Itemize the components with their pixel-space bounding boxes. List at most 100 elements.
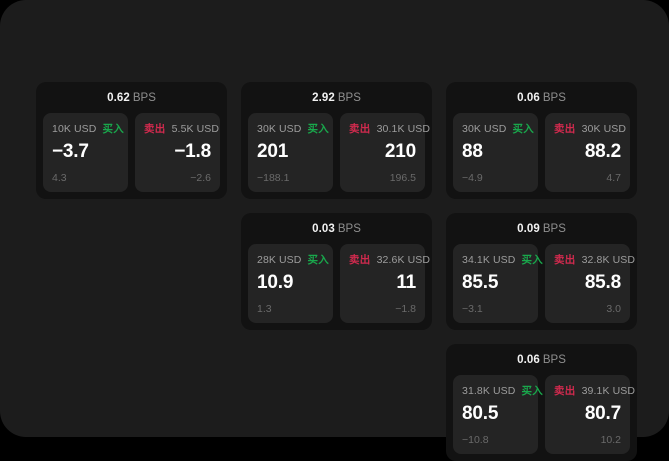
sell-size-label: 30.1K USD	[376, 122, 431, 135]
card-sides: 34.1K USD 买入 85.5 −3.1 卖出 32.8K USD 85.8 3.0	[453, 244, 635, 323]
spread-card[interactable]: 2.92 BPS 30K USD 买入 201 −188.1 卖出 30.1K USD 210 1…	[241, 82, 432, 199]
sell-size-label: 5.5K USD	[171, 122, 220, 135]
sell-side-top: 卖出 5.5K USD	[144, 121, 219, 136]
sell-side-top: 卖出 30.1K USD	[349, 121, 430, 136]
buy-size-label: 34.1K USD	[462, 253, 516, 266]
buy-size-label: 10K USD	[52, 122, 97, 135]
buy-side-panel[interactable]: 10K USD 买入 −3.7 4.3	[43, 113, 128, 192]
buy-side-top: 30K USD 买入	[462, 121, 534, 136]
sell-price: 11	[396, 272, 416, 293]
sell-size-label: 39.1K USD	[581, 384, 636, 397]
sell-price: 210	[384, 141, 416, 162]
card-header: 0.09 BPS	[453, 220, 630, 244]
buy-side-top: 28K USD 买入	[257, 252, 329, 267]
sell-price: 85.8	[584, 272, 621, 293]
buy-price: −3.7	[52, 141, 89, 162]
buy-delta: −4.9	[462, 172, 483, 184]
bps-unit-label: BPS	[337, 223, 361, 235]
bps-value: 0.09	[517, 223, 540, 235]
sell-side-top: 卖出 39.1K USD	[554, 383, 635, 398]
buy-price: 80.5	[462, 403, 499, 424]
buy-price: 10.9	[257, 272, 294, 293]
spread-card[interactable]: 0.09 BPS 34.1K USD 买入 85.5 −3.1 卖出 32.8K USD 85.…	[446, 213, 637, 330]
bps-unit-label: BPS	[132, 92, 156, 104]
buy-action-tag: 买入	[307, 254, 330, 266]
sell-size-label: 32.8K USD	[581, 253, 636, 266]
sell-delta: 4.7	[606, 172, 621, 184]
spread-card[interactable]: 0.62 BPS 10K USD 买入 −3.7 4.3 卖出 5.5K USD −1.8 −2.…	[36, 82, 227, 199]
sell-delta: −2.6	[190, 172, 211, 184]
buy-action-tag: 买入	[512, 123, 535, 135]
column-1: 0.62 BPS 10K USD 买入 −3.7 4.3 卖出 5.5K USD −1.8 −2.…	[36, 82, 227, 199]
buy-side-top: 10K USD 买入	[52, 121, 124, 136]
sell-side-panel[interactable]: 卖出 5.5K USD −1.8 −2.6	[135, 113, 220, 192]
bps-value: 0.62	[107, 92, 130, 104]
spread-card[interactable]: 0.06 BPS 30K USD 买入 88 −4.9 卖出 30K USD 88.2 4.7	[446, 82, 637, 199]
buy-side-panel[interactable]: 34.1K USD 买入 85.5 −3.1	[453, 244, 543, 323]
buy-side-panel[interactable]: 31.8K USD 买入 80.5 −10.8	[453, 375, 543, 454]
buy-action-tag: 买入	[102, 123, 125, 135]
buy-action-tag: 买入	[307, 123, 330, 135]
card-sides: 30K USD 买入 88 −4.9 卖出 30K USD 88.2 4.7	[453, 113, 630, 192]
buy-size-label: 30K USD	[462, 122, 507, 135]
card-sides: 10K USD 买入 −3.7 4.3 卖出 5.5K USD −1.8 −2.6	[43, 113, 220, 192]
card-header: 0.06 BPS	[453, 351, 630, 375]
buy-delta: 1.3	[257, 303, 272, 315]
buy-side-panel[interactable]: 28K USD 买入 10.9 1.3	[248, 244, 333, 323]
bps-value: 0.03	[312, 223, 335, 235]
sell-action-tag: 卖出	[554, 385, 576, 397]
spread-card[interactable]: 0.03 BPS 28K USD 买入 10.9 1.3 卖出 32.6K USD 11 −1.8	[241, 213, 432, 330]
buy-size-label: 30K USD	[257, 122, 302, 135]
bps-unit-label: BPS	[542, 354, 566, 366]
sell-delta: 196.5	[389, 172, 416, 184]
sell-side-panel[interactable]: 卖出 32.6K USD 11 −1.8	[340, 244, 430, 323]
bps-value: 0.06	[517, 354, 540, 366]
card-sides: 28K USD 买入 10.9 1.3 卖出 32.6K USD 11 −1.8	[248, 244, 430, 323]
buy-side-top: 34.1K USD 买入	[462, 252, 543, 267]
card-sides: 31.8K USD 买入 80.5 −10.8 卖出 39.1K USD 80.7 10.2	[453, 375, 635, 454]
column-3: 0.06 BPS 30K USD 买入 88 −4.9 卖出 30K USD 88.2 4.7 0.…	[446, 82, 637, 461]
sell-price: −1.8	[174, 141, 211, 162]
sell-delta: 3.0	[606, 303, 621, 315]
sell-side-panel[interactable]: 卖出 30K USD 88.2 4.7	[545, 113, 630, 192]
spread-card-board: 0.62 BPS 10K USD 买入 −3.7 4.3 卖出 5.5K USD −1.8 −2.…	[36, 82, 637, 461]
sell-price: 80.7	[584, 403, 621, 424]
sell-action-tag: 卖出	[554, 254, 576, 266]
sell-action-tag: 卖出	[349, 254, 371, 266]
buy-side-panel[interactable]: 30K USD 买入 201 −188.1	[248, 113, 333, 192]
bps-unit-label: BPS	[542, 92, 566, 104]
bps-unit-label: BPS	[542, 223, 566, 235]
sell-side-panel[interactable]: 卖出 30.1K USD 210 196.5	[340, 113, 430, 192]
buy-size-label: 28K USD	[257, 253, 302, 266]
bps-unit-label: BPS	[337, 92, 361, 104]
sell-side-panel[interactable]: 卖出 39.1K USD 80.7 10.2	[545, 375, 635, 454]
card-header: 0.62 BPS	[43, 89, 220, 113]
sell-side-top: 卖出 32.8K USD	[554, 252, 635, 267]
buy-delta: −188.1	[257, 172, 290, 184]
spread-card[interactable]: 0.06 BPS 31.8K USD 买入 80.5 −10.8 卖出 39.1K USD 80…	[446, 344, 637, 461]
sell-action-tag: 卖出	[144, 123, 166, 135]
sell-size-label: 32.6K USD	[376, 253, 431, 266]
buy-delta: −3.1	[462, 303, 483, 315]
bps-value: 0.06	[517, 92, 540, 104]
sell-side-panel[interactable]: 卖出 32.8K USD 85.8 3.0	[545, 244, 635, 323]
buy-size-label: 31.8K USD	[462, 384, 516, 397]
buy-price: 85.5	[462, 272, 499, 293]
sell-price: 88.2	[584, 141, 621, 162]
buy-price: 201	[257, 141, 289, 162]
card-header: 2.92 BPS	[248, 89, 425, 113]
card-sides: 30K USD 买入 201 −188.1 卖出 30.1K USD 210 196.5	[248, 113, 430, 192]
buy-side-top: 31.8K USD 买入	[462, 383, 543, 398]
column-2: 2.92 BPS 30K USD 买入 201 −188.1 卖出 30.1K USD 210 1…	[241, 82, 432, 330]
buy-delta: 4.3	[52, 172, 67, 184]
card-header: 0.03 BPS	[248, 220, 425, 244]
bps-value: 2.92	[312, 92, 335, 104]
sell-side-top: 卖出 30K USD	[554, 121, 626, 136]
buy-price: 88	[462, 141, 483, 162]
buy-action-tag: 买入	[521, 385, 544, 397]
sell-delta: 10.2	[600, 434, 621, 446]
sell-action-tag: 卖出	[554, 123, 576, 135]
buy-side-panel[interactable]: 30K USD 买入 88 −4.9	[453, 113, 538, 192]
sell-delta: −1.8	[395, 303, 416, 315]
